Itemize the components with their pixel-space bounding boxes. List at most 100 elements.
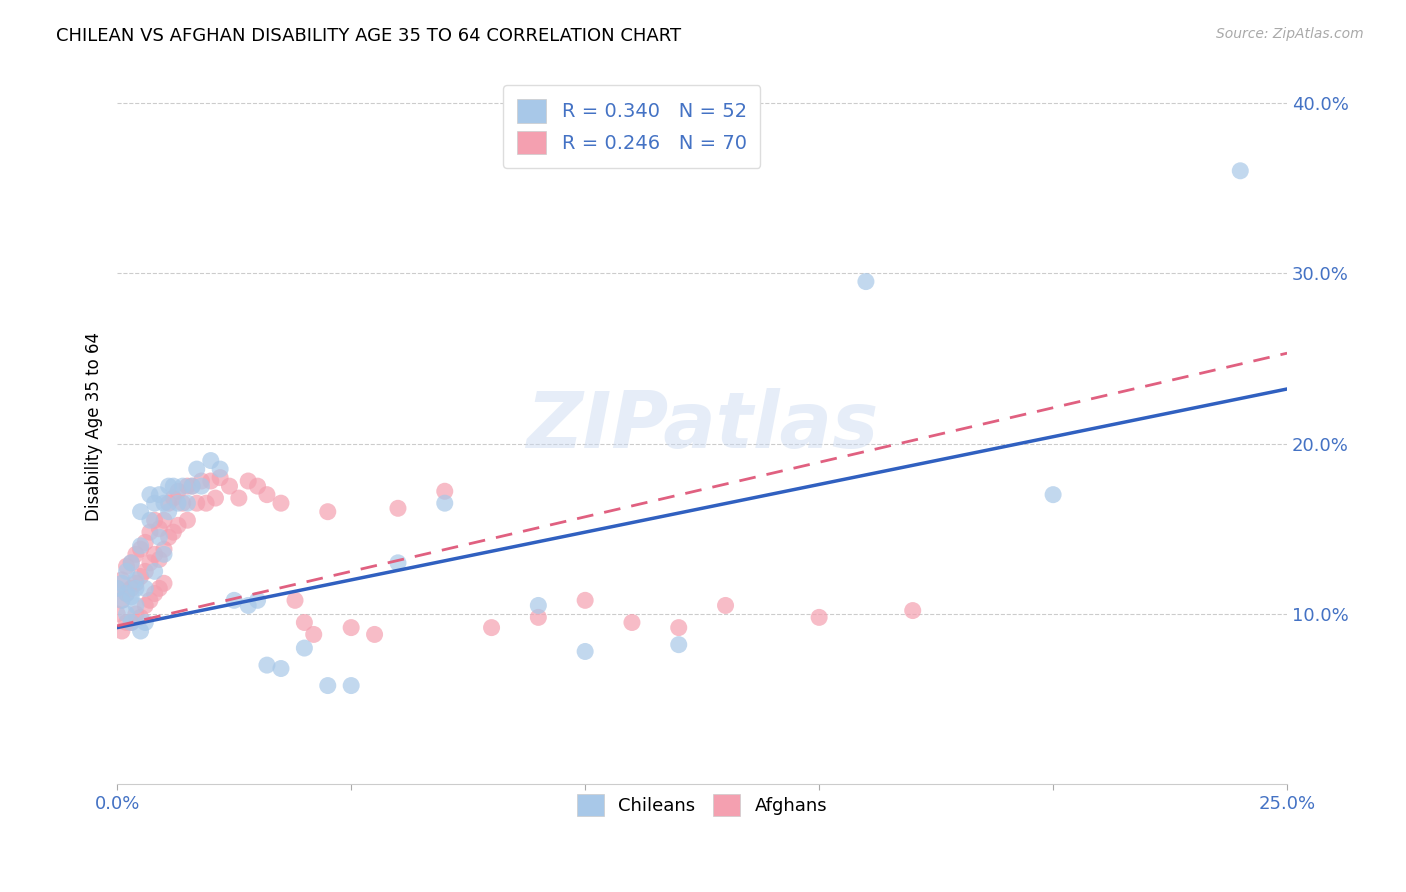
Point (186, 462, 208, 476)
Point (115, 586, 138, 600)
Point (228, 491, 250, 505)
Point (181, 479, 204, 493)
Point (668, 621, 690, 635)
Point (115, 607, 138, 621)
Point (153, 496, 176, 510)
Point (129, 624, 152, 638)
Point (195, 496, 218, 510)
Point (302, 627, 325, 641)
Point (105, 582, 128, 596)
Point (238, 599, 260, 613)
Point (111, 624, 134, 638)
Point (143, 547, 166, 561)
Point (270, 496, 292, 510)
Point (527, 610, 550, 624)
Point (1229, 163, 1251, 178)
Point (125, 573, 148, 587)
Point (153, 542, 176, 557)
Point (148, 582, 170, 596)
Point (620, 615, 643, 630)
Point (246, 479, 269, 493)
Point (143, 496, 166, 510)
Point (855, 275, 877, 289)
Point (129, 569, 152, 583)
Point (316, 679, 339, 693)
Point (120, 556, 142, 570)
Point (481, 621, 503, 635)
Point (176, 513, 198, 527)
Point (115, 615, 138, 630)
Point (125, 576, 148, 591)
Point (120, 615, 142, 630)
Point (292, 615, 315, 630)
Point (167, 496, 190, 510)
Point (218, 479, 240, 493)
Point (153, 513, 176, 527)
Point (256, 658, 278, 673)
Point (111, 573, 134, 587)
Point (120, 590, 142, 604)
Text: ZIPatlas: ZIPatlas (526, 389, 879, 465)
Point (316, 505, 339, 519)
Point (139, 556, 162, 570)
Point (148, 530, 170, 544)
Text: CHILEAN VS AFGHAN DISABILITY AGE 35 TO 64 CORRELATION CHART: CHILEAN VS AFGHAN DISABILITY AGE 35 TO 6… (56, 27, 682, 45)
Point (574, 593, 596, 607)
Point (148, 522, 170, 536)
Point (433, 484, 456, 499)
Point (162, 491, 184, 505)
Point (668, 638, 690, 652)
Point (186, 496, 208, 510)
Point (246, 593, 269, 607)
Point (134, 582, 156, 596)
Point (209, 470, 232, 484)
Point (181, 479, 204, 493)
Point (111, 576, 134, 591)
Point (125, 599, 148, 613)
Point (148, 552, 170, 566)
Point (129, 610, 152, 624)
Point (120, 582, 142, 596)
Point (167, 518, 190, 533)
Point (527, 599, 550, 613)
Point (292, 641, 315, 656)
Point (209, 462, 232, 476)
Point (574, 644, 596, 658)
Point (120, 615, 142, 630)
Point (270, 661, 292, 675)
Point (153, 576, 176, 591)
Point (129, 539, 152, 553)
Point (139, 513, 162, 527)
Point (162, 479, 184, 493)
Point (125, 547, 148, 561)
Point (134, 615, 156, 630)
Point (111, 593, 134, 607)
Point (256, 488, 278, 502)
Point (111, 593, 134, 607)
Point (134, 565, 156, 579)
Point (139, 593, 162, 607)
Point (714, 599, 737, 613)
Point (157, 505, 180, 519)
Point (224, 593, 246, 607)
Point (167, 484, 190, 499)
Point (115, 565, 138, 579)
Point (105, 607, 128, 621)
Point (129, 542, 152, 557)
Point (172, 479, 194, 493)
Point (340, 679, 363, 693)
Point (172, 496, 194, 510)
Point (204, 491, 226, 505)
Point (200, 474, 222, 488)
Point (238, 474, 260, 488)
Point (143, 565, 166, 579)
Point (148, 488, 170, 502)
Point (176, 496, 198, 510)
Text: Source: ZipAtlas.com: Source: ZipAtlas.com (1216, 27, 1364, 41)
Point (433, 496, 456, 510)
Point (387, 501, 409, 516)
Legend: Chileans, Afghans: Chileans, Afghans (568, 786, 837, 825)
Y-axis label: Disability Age 35 to 64: Disability Age 35 to 64 (86, 332, 103, 521)
Point (157, 479, 180, 493)
Point (143, 586, 166, 600)
